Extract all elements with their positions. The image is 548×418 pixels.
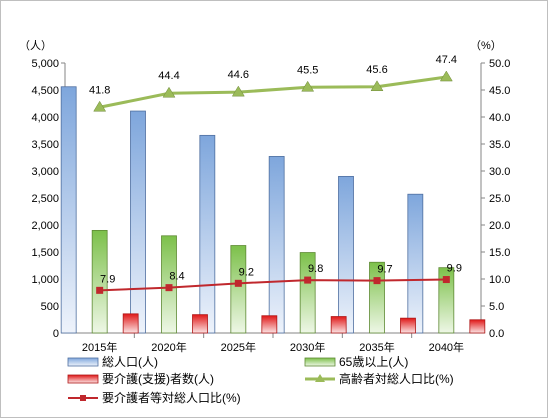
right-tick-label: 35.0 (489, 139, 510, 151)
legend-label: 高齢者対総人口比(%) (339, 371, 454, 386)
marker-care-ratio (96, 286, 104, 294)
marker-care-ratio (304, 276, 312, 284)
legend-swatch (67, 374, 99, 384)
legend-label: 要介護者等対総人口比(%) (102, 390, 241, 405)
line-care-ratio (99, 278, 447, 292)
left-tick-label: 2,500 (31, 193, 59, 205)
bar-age-65-plus (230, 245, 247, 334)
marker-elderly-ratio (301, 80, 315, 92)
right-axis-unit: （%） (470, 39, 502, 52)
data-label-care-ratio: 7.9 (100, 273, 115, 285)
x-tick-label: 2030年 (290, 340, 325, 354)
marker-elderly-ratio (162, 86, 176, 98)
legend-marker (315, 374, 325, 382)
left-tick-label: 5,000 (31, 58, 59, 70)
left-axis-unit: （人） (19, 39, 52, 52)
left-tick-label: 3,500 (31, 139, 59, 151)
bar-total-population (268, 156, 285, 334)
right-tick-label: 30.0 (489, 166, 510, 178)
bar-total-population (130, 110, 146, 334)
data-label-care-ratio: 8.4 (169, 271, 184, 283)
left-tick-label: 0 (53, 328, 59, 340)
data-label-elderly-ratio: 47.4 (436, 54, 457, 66)
bar-total-population (199, 134, 216, 334)
bar-care-recipients (192, 314, 208, 334)
bar-total-population (60, 86, 77, 334)
x-tick-label: 2015年 (82, 340, 117, 354)
bar-age-65-plus (438, 267, 455, 334)
right-tick-label: 20.0 (489, 220, 510, 232)
right-tick-label: 10.0 (489, 274, 510, 286)
bar-total-population (338, 175, 354, 334)
data-label-care-ratio: 9.8 (308, 263, 323, 275)
marker-elderly-ratio (439, 70, 453, 82)
right-tick-label: 15.0 (489, 247, 510, 259)
left-tick-label: 1,000 (31, 274, 59, 286)
left-tick-label: 1,500 (31, 247, 59, 259)
left-tick-label: 500 (41, 301, 59, 313)
x-tick-label: 2020年 (151, 340, 186, 354)
bar-age-65-plus (91, 229, 108, 334)
legend-swatch (304, 357, 336, 367)
marker-care-ratio (442, 276, 450, 284)
right-tick-label: 5.0 (489, 301, 504, 313)
legend: 総人口(人) 65歳以上(人) 要介護(支援)者数(人) 高齢者対総人口比(%) 要介護… (67, 355, 454, 405)
marker-care-ratio (165, 284, 173, 292)
left-tick-label: 2,000 (31, 220, 59, 232)
data-label-elderly-ratio: 45.6 (366, 64, 387, 76)
left-tick-label: 4,500 (31, 85, 59, 97)
line-elderly-ratio (99, 75, 447, 109)
x-tick-label: 2025年 (221, 340, 256, 354)
marker-elderly-ratio (231, 85, 245, 97)
legend-label: 総人口(人) (102, 355, 158, 369)
legend-label: 要介護(支援)者数(人) (102, 371, 214, 386)
bar-age-65-plus (299, 252, 316, 334)
bar-care-recipients (261, 315, 278, 334)
bar-care-recipients (330, 316, 347, 334)
legend-label: 65歳以上(人) (339, 355, 408, 369)
data-label-care-ratio: 9.2 (239, 266, 254, 278)
bar-care-recipients (400, 317, 416, 334)
right-tick-label: 45.0 (489, 85, 510, 97)
data-label-elderly-ratio: 41.8 (89, 84, 110, 96)
left-tick-label: 4,000 (31, 112, 59, 124)
bar-care-recipients (122, 313, 139, 334)
x-tick-label: 2035年 (359, 340, 394, 354)
marker-care-ratio (234, 279, 242, 287)
data-label-care-ratio: 9.9 (447, 263, 462, 275)
legend-marker (80, 395, 86, 401)
data-label-elderly-ratio: 44.4 (158, 70, 179, 82)
legend-swatch (67, 357, 99, 367)
plot-area: 0 500 1,000 1,500 2,000 2,500 3,000 3,500 4,000 4… (31, 54, 510, 354)
marker-elderly-ratio (370, 80, 384, 92)
right-tick-label: 50.0 (489, 58, 510, 70)
x-tick-label: 2040年 (429, 340, 464, 354)
right-tick-label: 40.0 (489, 112, 510, 124)
right-tick-label: 0.0 (489, 328, 504, 340)
left-tick-label: 3,000 (31, 166, 59, 178)
data-label-elderly-ratio: 45.5 (297, 64, 318, 76)
bar-total-population (407, 193, 424, 334)
data-label-care-ratio: 9.7 (377, 264, 392, 276)
marker-elderly-ratio (93, 100, 107, 112)
marker-care-ratio (373, 277, 381, 285)
data-label-elderly-ratio: 44.6 (228, 69, 249, 81)
right-tick-label: 25.0 (489, 193, 510, 205)
bar-care-recipients (469, 319, 486, 334)
